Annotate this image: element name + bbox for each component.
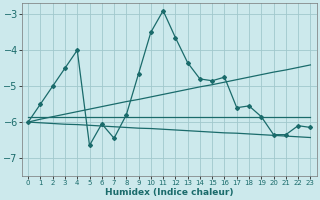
X-axis label: Humidex (Indice chaleur): Humidex (Indice chaleur) xyxy=(105,188,234,197)
